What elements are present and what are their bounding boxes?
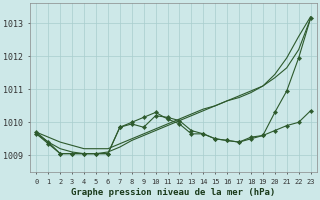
- X-axis label: Graphe pression niveau de la mer (hPa): Graphe pression niveau de la mer (hPa): [71, 188, 276, 197]
